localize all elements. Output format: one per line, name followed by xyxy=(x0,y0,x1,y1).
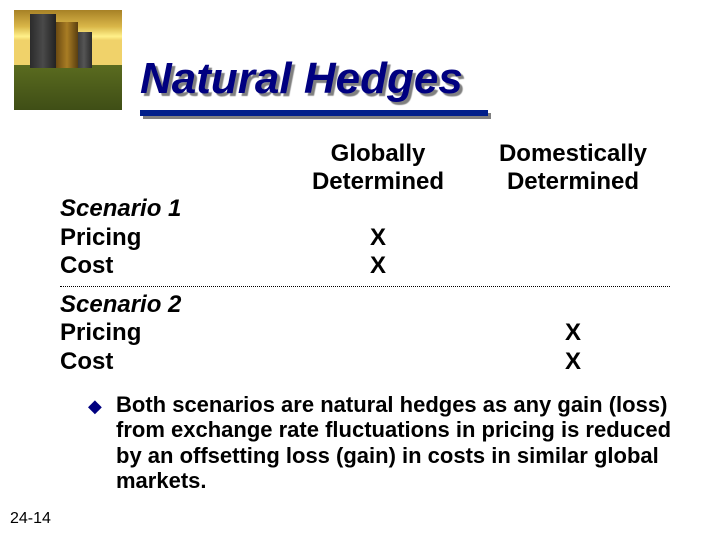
column-header-domestically: Domestically Determined xyxy=(476,140,670,195)
row-label: Cost xyxy=(60,252,280,280)
diamond-bullet-icon: ◆ xyxy=(88,397,104,415)
scenario-heading: Scenario 2 xyxy=(60,291,280,319)
scenario-heading: Scenario 1 xyxy=(60,195,280,223)
logo-image xyxy=(14,10,122,110)
header-text: Globally xyxy=(331,140,426,167)
title-block: Natural Hedges xyxy=(140,54,488,116)
page-number: 24-14 xyxy=(10,510,51,528)
slide: Natural Hedges Globally Determined Domes… xyxy=(0,0,720,540)
table-row: Pricing X xyxy=(60,224,670,252)
bullet-text: Both scenarios are natural hedges as any… xyxy=(116,392,678,493)
cell-value: X xyxy=(476,348,670,376)
row-label: Pricing xyxy=(60,224,280,252)
title-underline xyxy=(140,110,488,116)
table-row: Pricing X xyxy=(60,319,670,347)
cell-value: X xyxy=(280,252,476,280)
table-row: Cost X xyxy=(60,348,670,376)
scenario-table: Globally Determined Domestically Determi… xyxy=(60,140,670,376)
table-row: Scenario 2 xyxy=(60,291,670,319)
header-text: Domestically xyxy=(499,140,647,167)
bullet-block: ◆ Both scenarios are natural hedges as a… xyxy=(88,392,678,493)
cell-value: X xyxy=(280,224,476,252)
slide-title: Natural Hedges xyxy=(140,54,488,104)
header-text: Determined xyxy=(507,168,639,195)
header-text: Determined xyxy=(312,168,444,195)
row-separator xyxy=(60,286,670,287)
row-label: Pricing xyxy=(60,319,280,347)
table-row: Scenario 1 xyxy=(60,195,670,223)
cell-value: X xyxy=(476,319,670,347)
column-header-globally: Globally Determined xyxy=(280,140,476,195)
table-header-row: Globally Determined Domestically Determi… xyxy=(60,140,670,195)
row-label: Cost xyxy=(60,348,280,376)
table-row: Cost X xyxy=(60,252,670,280)
